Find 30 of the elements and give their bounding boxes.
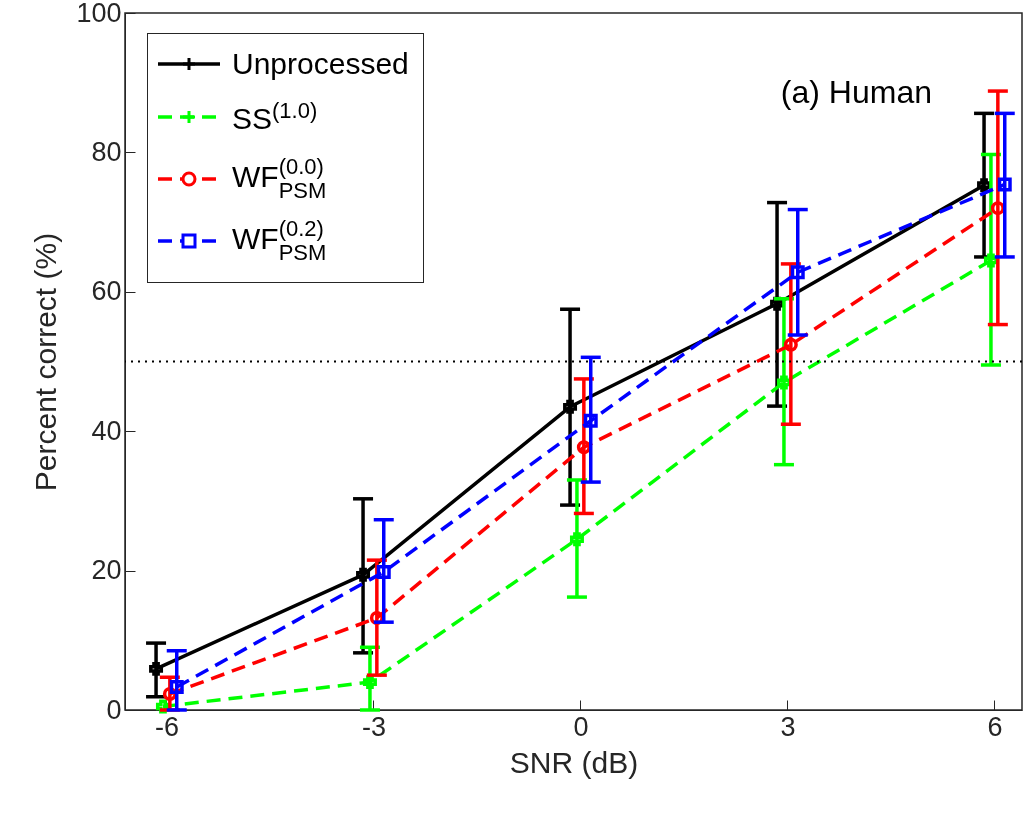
point — [563, 399, 578, 414]
point — [990, 201, 1005, 216]
x-tick-label: 3 — [780, 711, 796, 742]
point — [376, 565, 391, 579]
annotation: (a) Human — [780, 74, 932, 110]
legend-label: SS$^{(1.0)}$ — [232, 98, 318, 136]
legend-label: Unprocessed — [232, 47, 409, 81]
x-axis-title: SNR (dB) — [509, 745, 639, 779]
point — [569, 532, 584, 547]
point — [776, 375, 791, 390]
point — [356, 567, 371, 582]
point — [362, 675, 377, 690]
y-tick-label: 20 — [91, 555, 122, 586]
y-tick-label: 40 — [91, 415, 122, 446]
point — [149, 661, 164, 676]
y-axis-title: Percent correct (%) — [29, 232, 63, 492]
point — [169, 680, 184, 694]
y-tick-label: 100 — [76, 0, 122, 28]
y-tick-label: 60 — [91, 276, 122, 307]
point — [997, 177, 1012, 192]
point — [977, 178, 992, 193]
x-tick-label: 6 — [987, 711, 1003, 742]
x-tick-label: -3 — [361, 711, 386, 742]
point — [576, 440, 591, 455]
x-tick-label: -6 — [154, 711, 179, 742]
y-tick-label: 80 — [91, 136, 122, 167]
point — [790, 265, 805, 280]
point — [583, 413, 598, 428]
point — [783, 337, 798, 352]
x-tick-label: 0 — [573, 711, 589, 742]
